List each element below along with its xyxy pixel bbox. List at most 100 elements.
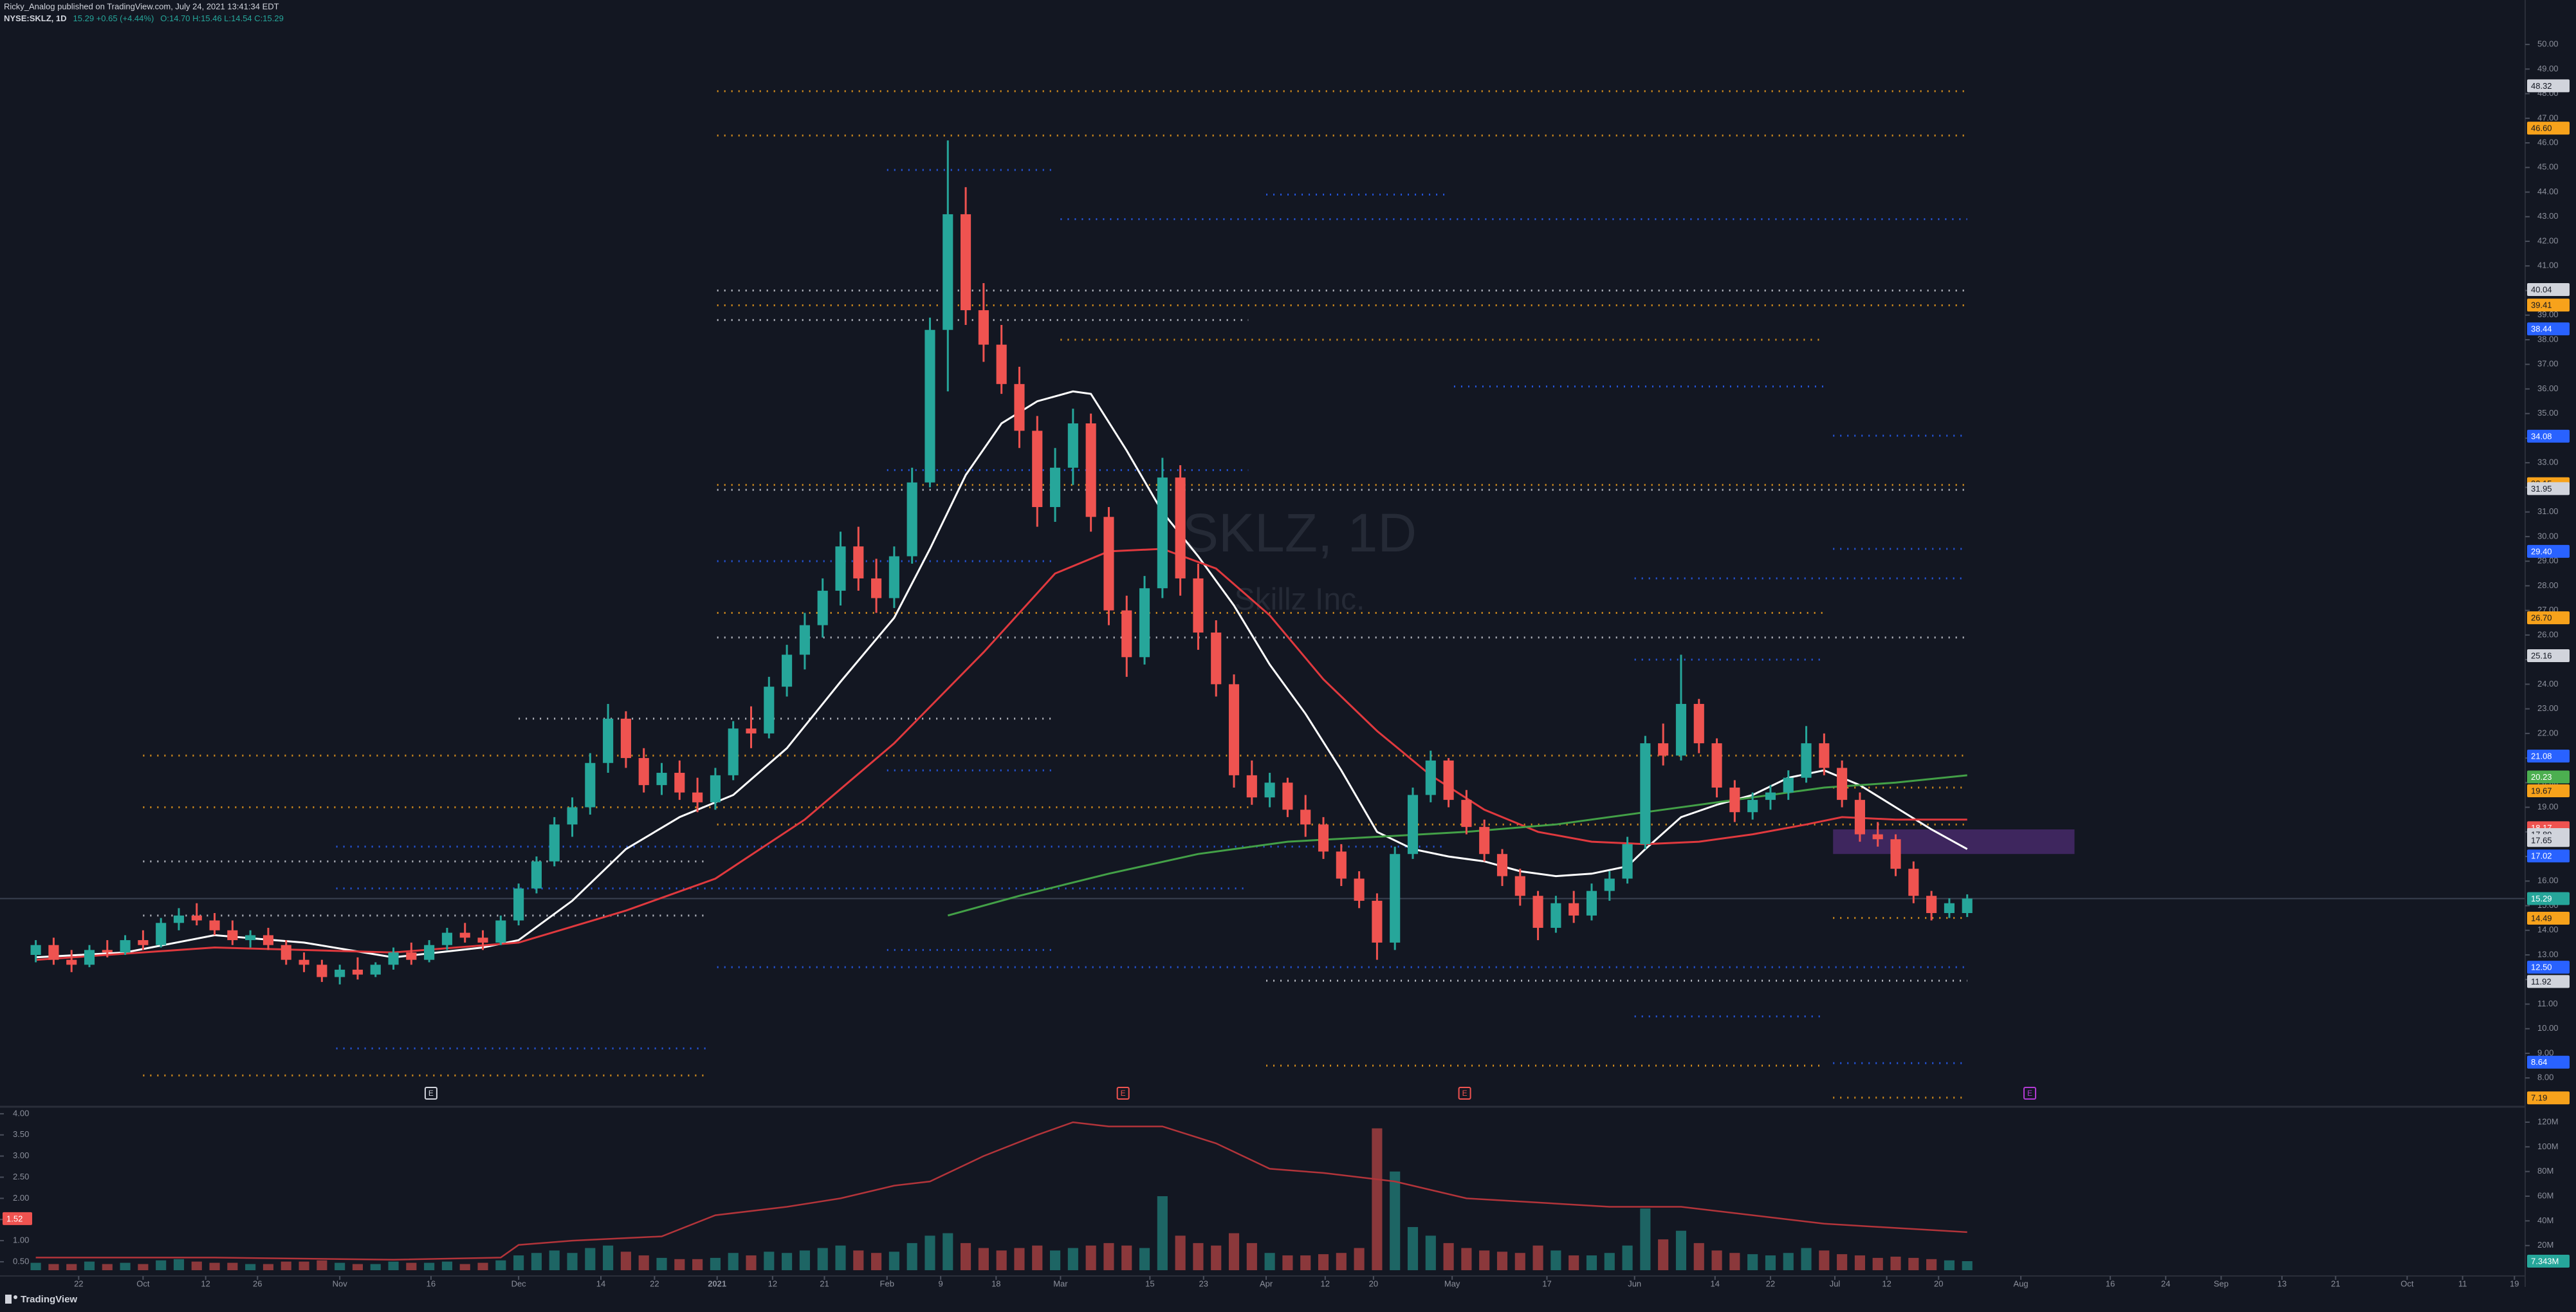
price-marker-label: 1.52 bbox=[6, 1214, 23, 1223]
volume-bar bbox=[1407, 1226, 1419, 1271]
indicator-line bbox=[35, 1121, 1967, 1261]
price-marker-label: 19.67 bbox=[2531, 786, 2552, 795]
x-tick-label: Jun bbox=[1628, 1279, 1641, 1288]
candle-body bbox=[1032, 430, 1043, 508]
candle-body bbox=[817, 591, 828, 625]
volume-bar bbox=[1872, 1257, 1883, 1271]
x-tick-label: Nov bbox=[333, 1279, 348, 1288]
candle-body bbox=[1693, 703, 1704, 744]
volume-bar bbox=[1443, 1243, 1454, 1271]
volume-bar bbox=[1049, 1250, 1061, 1271]
candle-body bbox=[674, 773, 685, 793]
candle-body bbox=[1157, 477, 1168, 589]
price-marker-box bbox=[2527, 750, 2570, 763]
price-marker-box bbox=[2527, 849, 2570, 863]
x-tick-label: 26 bbox=[253, 1279, 262, 1288]
footer-logo: TradingView bbox=[5, 1294, 77, 1305]
y-tick-label: 11.00 bbox=[2537, 999, 2558, 1008]
candle-body bbox=[1890, 839, 1901, 869]
price-marker-label: 46.60 bbox=[2531, 124, 2552, 133]
price-marker-box bbox=[2527, 122, 2570, 135]
event-marker bbox=[2023, 1087, 2037, 1100]
price-marker-label: 21.08 bbox=[2531, 751, 2552, 761]
x-tick-label: 2021 bbox=[708, 1279, 726, 1288]
volume-bar bbox=[441, 1261, 452, 1271]
volume-bar bbox=[1854, 1255, 1865, 1271]
volume-bar bbox=[585, 1248, 596, 1271]
candle-body bbox=[1067, 423, 1078, 468]
volume-tick-label: 120M bbox=[2537, 1116, 2559, 1126]
volume-bar bbox=[406, 1262, 417, 1271]
volume-bar bbox=[1550, 1250, 1561, 1271]
volume-bar bbox=[1246, 1243, 1257, 1271]
symbol: NYSE:SKLZ, 1D bbox=[4, 14, 67, 23]
candle-body bbox=[1372, 900, 1383, 943]
volume-bar bbox=[388, 1261, 399, 1271]
volume-bar bbox=[549, 1250, 560, 1271]
candle-body bbox=[1819, 743, 1830, 768]
candle-body bbox=[692, 792, 703, 802]
y2-tick-label: 3.50 bbox=[13, 1129, 29, 1139]
candle-body bbox=[30, 945, 41, 956]
volume-bar bbox=[1622, 1245, 1633, 1271]
watermark-name: Skillz Inc. bbox=[1235, 583, 1365, 617]
candle-body bbox=[853, 546, 864, 578]
volume-bar bbox=[1693, 1243, 1704, 1271]
y-tick-label: 10.00 bbox=[2537, 1023, 2559, 1033]
volume-bar bbox=[30, 1262, 41, 1271]
y-tick-label: 22.00 bbox=[2537, 728, 2559, 737]
price-marker-box bbox=[2527, 1055, 2570, 1069]
x-tick-label: May bbox=[1444, 1279, 1460, 1288]
candle-body bbox=[317, 965, 327, 977]
volume-bar bbox=[978, 1248, 989, 1271]
volume-bar bbox=[1962, 1261, 1973, 1271]
volume-tick-label: 100M bbox=[2537, 1141, 2559, 1151]
x-tick-label: Feb bbox=[880, 1279, 894, 1288]
candle-body bbox=[1604, 878, 1615, 891]
price-marker-box bbox=[2527, 975, 2570, 988]
candle-body bbox=[1461, 800, 1472, 827]
volume-bar bbox=[1103, 1243, 1114, 1271]
volume-bar bbox=[764, 1252, 775, 1271]
candle-body bbox=[1658, 743, 1669, 756]
candle-body bbox=[477, 938, 488, 943]
price-marker-label: 14.49 bbox=[2531, 913, 2552, 923]
x-tick-label: 9 bbox=[939, 1279, 943, 1288]
y-tick-label: 26.00 bbox=[2537, 629, 2559, 639]
volume-bar bbox=[48, 1264, 59, 1271]
price-marker-label: 17.65 bbox=[2531, 836, 2552, 845]
price-marker-label: 15.29 bbox=[2531, 894, 2552, 903]
price-marker-box bbox=[2527, 544, 2570, 558]
price-marker-label: 20.23 bbox=[2531, 772, 2552, 782]
footer-bar bbox=[0, 1289, 2576, 1312]
volume-bar bbox=[84, 1261, 95, 1271]
volume-bar bbox=[1336, 1253, 1347, 1271]
price-marker-box bbox=[2527, 429, 2570, 443]
candle-body bbox=[102, 950, 113, 953]
volume-bar bbox=[1461, 1248, 1472, 1271]
y-tick-label: 41.00 bbox=[2537, 261, 2559, 270]
y-tick-label: 9.00 bbox=[2537, 1048, 2553, 1057]
candle-body bbox=[1049, 467, 1061, 508]
volume-bar bbox=[156, 1260, 167, 1271]
volume-bar bbox=[209, 1262, 220, 1271]
volume-bar bbox=[1425, 1235, 1436, 1271]
x-tick-label: 23 bbox=[1199, 1279, 1208, 1288]
price-marker-box bbox=[2527, 912, 2570, 925]
candle-body bbox=[961, 214, 971, 311]
volume-bar bbox=[567, 1253, 578, 1271]
volume-bar bbox=[1640, 1208, 1651, 1271]
candle-body bbox=[1532, 896, 1543, 928]
y2-tick-label: 3.00 bbox=[13, 1150, 29, 1160]
candle-body bbox=[764, 687, 775, 734]
price-marker-label: 29.40 bbox=[2531, 546, 2552, 556]
y-tick-label: 45.00 bbox=[2537, 162, 2559, 172]
candle-body bbox=[209, 920, 220, 930]
y-tick-label: 37.00 bbox=[2537, 359, 2559, 369]
volume-bar bbox=[317, 1260, 327, 1271]
watermark: SKLZ, 1D Skillz Inc. bbox=[1182, 503, 1417, 617]
x-tick-label: Oct bbox=[136, 1279, 150, 1288]
candle-body bbox=[728, 728, 739, 775]
